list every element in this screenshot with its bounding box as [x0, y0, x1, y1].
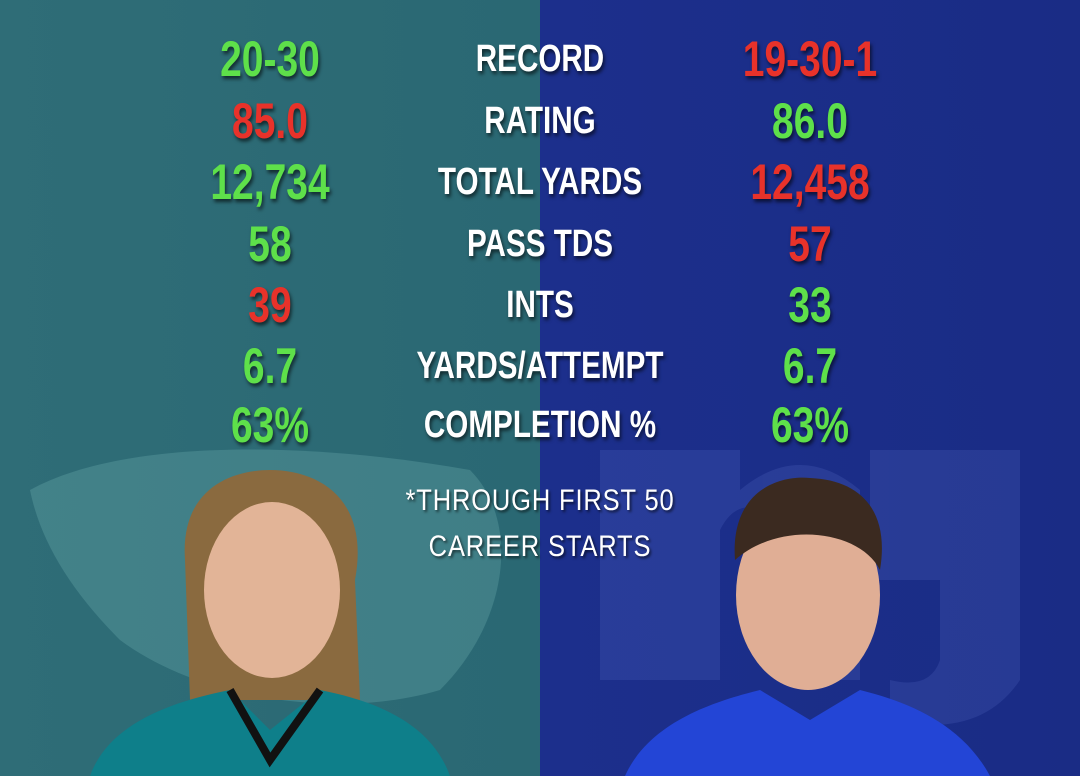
- left-stat: 20-30: [220, 31, 320, 87]
- left-stat: 6.7: [242, 338, 298, 394]
- stat-label: RATING: [484, 100, 596, 142]
- right-stat: 63%: [770, 397, 850, 453]
- right-stat: 57: [788, 216, 832, 272]
- stat-label: COMPLETION %: [423, 404, 657, 446]
- left-stat: 58: [248, 216, 292, 272]
- right-stat: 6.7: [782, 338, 838, 394]
- footnote-line: *THROUGH FIRST 50: [405, 484, 675, 517]
- right-stat: 33: [788, 277, 832, 333]
- stat-label: YARDS/ATTEMPT: [416, 345, 664, 387]
- right-stat: 86.0: [772, 93, 848, 149]
- stat-label: PASS TDS: [466, 223, 614, 265]
- stat-label: INTS: [506, 284, 574, 326]
- right-player: [625, 477, 990, 776]
- right-stat: 12,458: [750, 154, 870, 210]
- left-stat: 12,734: [210, 154, 330, 210]
- stat-label: RECORD: [475, 38, 605, 80]
- left-stat: 63%: [230, 397, 310, 453]
- left-stat: 39: [248, 277, 292, 333]
- left-player: [90, 470, 450, 776]
- stat-label: TOTAL YARDS: [437, 161, 643, 203]
- footnote-line: CAREER STARTS: [428, 530, 652, 563]
- left-stat: 85.0: [232, 93, 308, 149]
- right-stat: 19-30-1: [742, 31, 878, 87]
